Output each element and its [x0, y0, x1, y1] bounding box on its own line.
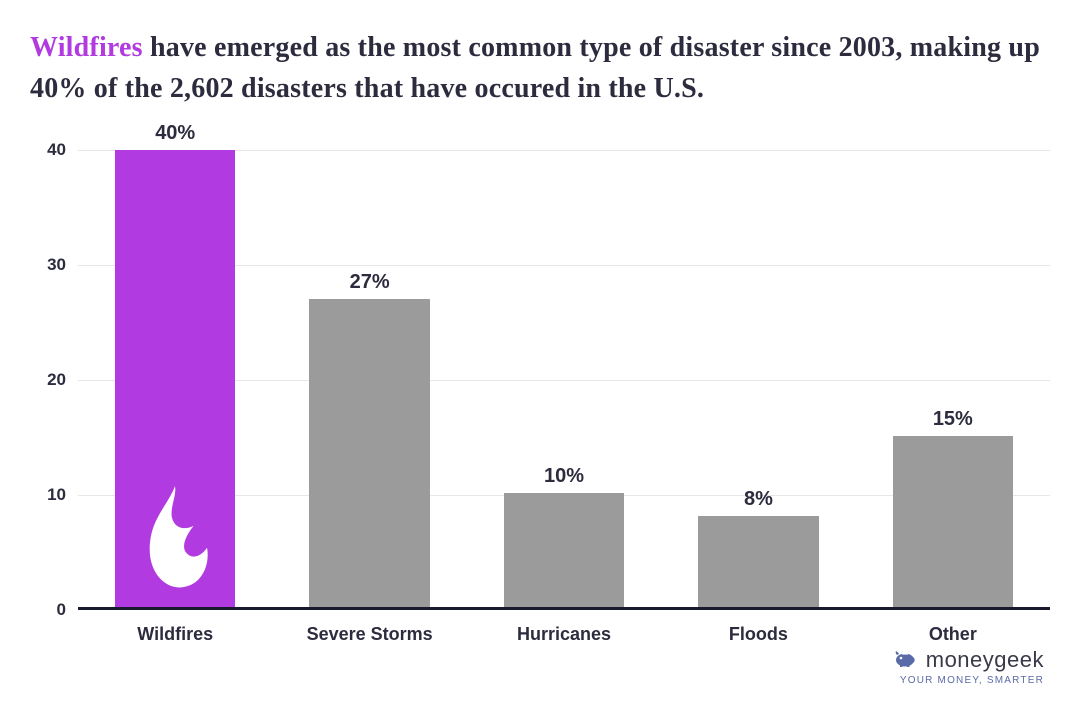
x-axis-label: Other: [856, 624, 1050, 645]
bar-value-label: 10%: [504, 465, 625, 488]
logo-row: moneygeek: [892, 647, 1044, 673]
y-tick-label: 40: [30, 140, 66, 160]
y-tick-label: 0: [30, 600, 66, 620]
brand-logo: moneygeek YOUR MONEY, SMARTER: [892, 647, 1044, 686]
bar-value-label: 27%: [309, 271, 430, 294]
piggy-icon: [892, 648, 918, 673]
x-axis-label: Hurricanes: [467, 624, 661, 645]
y-tick-label: 30: [30, 255, 66, 275]
x-axis-label: Wildfires: [78, 624, 272, 645]
bar-slot: 8%: [661, 150, 855, 607]
bar-hurricanes: 10%: [504, 493, 625, 607]
bar-slot: 15%: [856, 150, 1050, 607]
title-rest: have emerged as the most common type of …: [30, 32, 1040, 104]
plot-area: 40% 27% 10% 8% 15%: [78, 150, 1050, 610]
logo-brand-text: moneygeek: [926, 647, 1044, 672]
bar-value-label: 15%: [893, 408, 1014, 431]
chart-area: 010203040 40%27%10%8%15% WildfiresSevere…: [30, 150, 1050, 610]
flame-icon: [133, 482, 217, 597]
x-axis-labels: WildfiresSevere StormsHurricanesFloodsOt…: [78, 624, 1050, 645]
logo-text: moneygeek: [926, 647, 1044, 673]
bar-other: 15%: [893, 436, 1014, 607]
x-axis-line: [78, 607, 1050, 610]
y-tick-label: 20: [30, 370, 66, 390]
infographic-container: Wildfires have emerged as the most commo…: [0, 0, 1080, 710]
x-axis-label: Severe Storms: [272, 624, 466, 645]
bar-value-label: 40%: [115, 122, 236, 145]
bar-slot: 40%: [78, 150, 272, 607]
x-axis-label: Floods: [661, 624, 855, 645]
bar-floods: 8%: [698, 516, 819, 607]
bar-chart: 010203040 40%27%10%8%15% WildfiresSevere…: [30, 150, 1050, 610]
bar-slot: 10%: [467, 150, 661, 607]
bar-severe-storms: 27%: [309, 299, 430, 607]
bars-group: 40% 27% 10% 8% 15%: [78, 150, 1050, 607]
y-tick-label: 10: [30, 485, 66, 505]
title-highlight: Wildfires: [30, 32, 143, 63]
bar-slot: 27%: [272, 150, 466, 607]
bar-wildfires: 40%: [115, 150, 236, 607]
bar-value-label: 8%: [698, 488, 819, 511]
chart-title: Wildfires have emerged as the most commo…: [30, 28, 1050, 109]
logo-tagline: YOUR MONEY, SMARTER: [892, 675, 1044, 686]
